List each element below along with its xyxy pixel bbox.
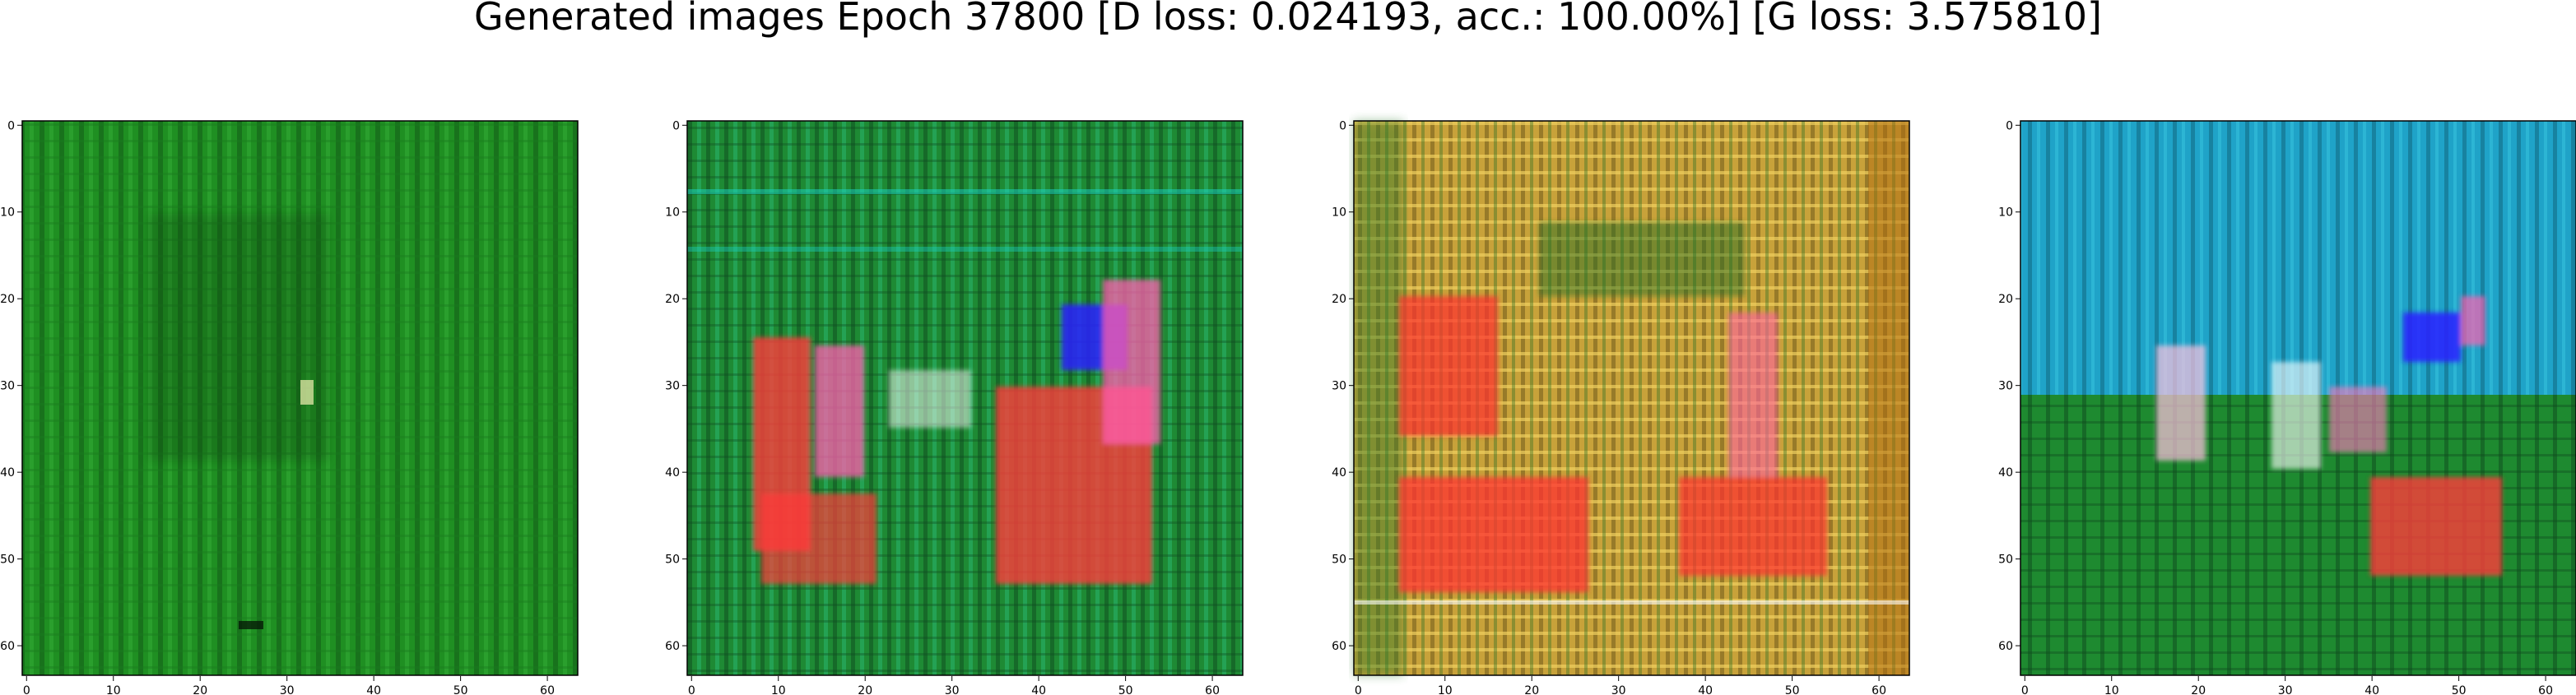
y-tick-label: 10 bbox=[0, 206, 15, 220]
y-tick-label: 0 bbox=[7, 119, 15, 132]
x-tick-label: 20 bbox=[1524, 684, 1539, 695]
x-tick-label: 0 bbox=[23, 684, 30, 695]
y-tick-label: 20 bbox=[0, 293, 15, 306]
x-tick-label: 50 bbox=[2452, 684, 2467, 695]
x-tick-label: 60 bbox=[1205, 684, 1220, 695]
x-tick-label: 10 bbox=[1438, 684, 1453, 695]
y-tick-label: 20 bbox=[1332, 293, 1346, 306]
x-tick-label: 30 bbox=[945, 684, 960, 695]
y-tick-label: 10 bbox=[1998, 206, 2013, 220]
y-tick-label: 40 bbox=[1998, 466, 2013, 480]
x-tick-label: 30 bbox=[2278, 684, 2293, 695]
x-tick-label: 60 bbox=[540, 684, 555, 695]
y-tick-label: 10 bbox=[1332, 206, 1346, 220]
x-tick-label: 10 bbox=[106, 684, 121, 695]
y-tick-label: 60 bbox=[1332, 640, 1346, 653]
y-tick-label: 0 bbox=[2006, 119, 2013, 132]
x-tick-label: 20 bbox=[193, 684, 207, 695]
y-tick-label: 40 bbox=[1332, 466, 1346, 480]
x-tick-label: 30 bbox=[280, 684, 295, 695]
x-tick-label: 0 bbox=[2021, 684, 2029, 695]
generated-image-4 bbox=[2020, 120, 2576, 676]
y-tick-label: 40 bbox=[0, 466, 15, 480]
y-tick-label: 20 bbox=[1998, 293, 2013, 306]
y-tick-label: 50 bbox=[0, 554, 15, 567]
y-tick-label: 0 bbox=[1339, 119, 1346, 132]
x-tick-label: 40 bbox=[1031, 684, 1046, 695]
x-tick-label: 50 bbox=[453, 684, 468, 695]
x-tick-label: 20 bbox=[858, 684, 872, 695]
y-tick-label: 30 bbox=[1332, 380, 1346, 393]
figure-title: Generated images Epoch 37800 [D loss: 0.… bbox=[473, 0, 2103, 39]
y-tick-label: 30 bbox=[665, 380, 680, 393]
y-tick-label: 60 bbox=[1998, 640, 2013, 653]
x-tick-label: 40 bbox=[1698, 684, 1713, 695]
x-tick-label: 60 bbox=[1872, 684, 1886, 695]
y-tick-label: 50 bbox=[1332, 554, 1346, 567]
x-tick-label: 50 bbox=[1785, 684, 1800, 695]
y-tick-label: 30 bbox=[1998, 380, 2013, 393]
y-tick-label: 50 bbox=[1998, 554, 2013, 567]
x-tick-label: 0 bbox=[688, 684, 695, 695]
y-tick-label: 0 bbox=[672, 119, 680, 132]
x-tick-label: 10 bbox=[2104, 684, 2119, 695]
x-tick-label: 40 bbox=[2364, 684, 2379, 695]
x-tick-label: 10 bbox=[771, 684, 786, 695]
generated-image-2 bbox=[686, 120, 1244, 676]
x-tick-label: 40 bbox=[366, 684, 381, 695]
y-tick-label: 50 bbox=[665, 554, 680, 567]
y-tick-label: 10 bbox=[665, 206, 680, 220]
generated-image-3 bbox=[1353, 120, 1910, 676]
x-tick-label: 0 bbox=[1355, 684, 1362, 695]
x-tick-label: 60 bbox=[2538, 684, 2553, 695]
x-tick-label: 20 bbox=[2191, 684, 2206, 695]
y-tick-label: 20 bbox=[665, 293, 680, 306]
y-tick-label: 60 bbox=[0, 640, 15, 653]
y-tick-label: 30 bbox=[0, 380, 15, 393]
y-tick-label: 60 bbox=[665, 640, 680, 653]
y-tick-label: 40 bbox=[665, 466, 680, 480]
x-tick-label: 30 bbox=[1611, 684, 1626, 695]
generated-image-1 bbox=[21, 120, 579, 676]
x-tick-label: 50 bbox=[1118, 684, 1133, 695]
